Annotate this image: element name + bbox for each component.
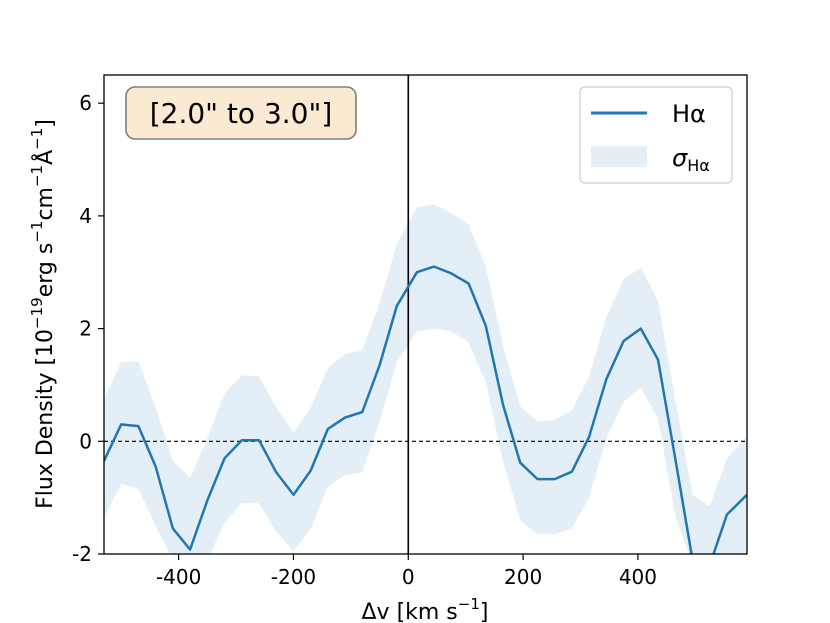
- annotation-box: [2.0" to 3.0"]: [125, 86, 357, 140]
- y-axis-label-sup4: −1: [28, 128, 46, 150]
- legend: Hα σHα: [579, 86, 733, 184]
- x-tick-label: -200: [271, 565, 316, 589]
- y-tick-label: 6: [79, 91, 92, 115]
- plot-data: [104, 75, 747, 554]
- y-axis-label-sup3: −1: [28, 165, 46, 187]
- x-axis-label: Δv [km s−1]: [362, 595, 489, 623]
- legend-band-label-main: σ: [672, 144, 688, 172]
- x-tick-label: 400: [619, 565, 657, 589]
- y-axis-label-end: ]: [33, 119, 58, 128]
- annotation-text: [2.0" to 3.0"]: [150, 97, 333, 130]
- axes-frame: [103, 74, 748, 555]
- legend-band-label: σHα: [672, 144, 710, 175]
- y-axis-label: Flux Density [10−19erg s−1cm−1Å−1]: [28, 119, 58, 509]
- legend-line-label: Hα: [672, 100, 706, 128]
- y-axis-label-mid3: Å: [31, 150, 58, 165]
- x-axis-label-main: Δv [km s: [362, 600, 458, 623]
- y-axis-label-main: Flux Density [10: [33, 329, 58, 509]
- y-tick-label: 0: [79, 429, 92, 453]
- x-axis-label-end: ]: [480, 600, 489, 623]
- x-tick-label: -400: [156, 565, 201, 589]
- y-axis-label-mid1: erg s: [33, 243, 58, 298]
- axis-ticks: -400 -200 0 200 400 -2 0 2 4 6: [72, 91, 657, 589]
- series-line-halpha: [104, 265, 747, 554]
- legend-band-label-sub: Hα: [687, 156, 710, 175]
- y-tick-label: 2: [79, 317, 92, 341]
- y-axis-label-sup1: −19: [28, 297, 46, 329]
- x-tick-label: 200: [504, 565, 542, 589]
- y-tick-label: 4: [79, 204, 92, 228]
- x-tick-label: 0: [402, 565, 415, 589]
- y-tick-label: -2: [72, 542, 92, 566]
- y-axis-label-mid2: cm: [33, 187, 58, 221]
- y-axis-label-sup2: −1: [28, 221, 46, 243]
- uncertainty-band: [104, 204, 747, 554]
- x-axis-label-sup: −1: [458, 595, 480, 613]
- legend-band-swatch: [591, 146, 647, 167]
